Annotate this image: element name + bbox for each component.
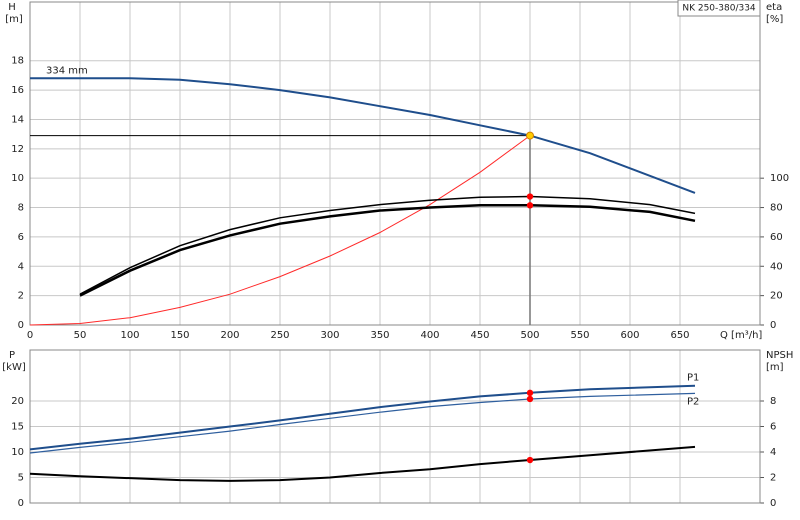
series-label: P1 [687, 373, 699, 384]
x-tick-label: 500 [520, 330, 539, 341]
plot-frame [29, 1, 761, 326]
series-line [79, 195, 696, 295]
y2-tick-label: 80 [770, 203, 783, 214]
title-box [677, 0, 761, 17]
duty-point [526, 131, 534, 140]
y-tick-label: 0 [18, 498, 24, 509]
y2-tick-label: 6 [770, 422, 776, 433]
operating-marker [526, 389, 534, 397]
operating-marker [526, 193, 534, 200]
y-tick-label: 14 [11, 114, 24, 125]
x-tick-label: 300 [320, 330, 339, 341]
x-tick-label: 0 [27, 330, 33, 341]
y2-axis-label: eta [766, 2, 782, 13]
y-tick-label: 10 [11, 447, 24, 458]
y2-axis-label: NPSH [766, 350, 793, 361]
y2-tick-label: 100 [770, 173, 789, 184]
x-tick-label: 600 [620, 330, 639, 341]
x-tick-label: 150 [170, 330, 189, 341]
y2-tick-label: 20 [770, 291, 783, 302]
series-line [30, 77, 696, 194]
y-tick-label: 10 [11, 173, 24, 184]
x-tick-label: 650 [670, 330, 689, 341]
x-tick-label: 400 [420, 330, 439, 341]
y-tick-label: 18 [11, 56, 24, 67]
x-tick-label: 200 [220, 330, 239, 341]
y2-tick-label: 4 [770, 447, 776, 458]
y-tick-label: 6 [18, 232, 24, 243]
y2-tick-label: 0 [770, 498, 776, 509]
y-axis-label: H [8, 2, 16, 13]
y-tick-label: 4 [18, 261, 24, 272]
y-tick-label: 2 [18, 291, 24, 302]
operating-marker [526, 202, 534, 209]
x-tick-label: 550 [570, 330, 589, 341]
y2-tick-label: 0 [770, 320, 776, 331]
series-line [29, 445, 696, 482]
y2-tick-label: 60 [770, 232, 783, 243]
y-tick-label: 8 [18, 203, 24, 214]
y2-tick-label: 2 [770, 473, 776, 484]
y2-axis-unit: [m] [766, 362, 784, 373]
y-axis-label: P [9, 350, 15, 361]
y2-axis-unit: [%] [766, 14, 783, 25]
y-tick-label: 5 [18, 473, 24, 484]
x-tick-label: 450 [470, 330, 489, 341]
y-tick-label: 0 [18, 320, 24, 331]
y2-tick-label: 8 [770, 396, 776, 407]
x-tick-label: 100 [120, 330, 139, 341]
series-label: P2 [687, 396, 699, 407]
operating-marker [526, 456, 534, 464]
x-tick-label: 50 [74, 330, 87, 341]
y-tick-label: 12 [11, 144, 24, 155]
x-axis-label: Q [m³/h] [720, 330, 762, 341]
operating-marker [526, 395, 534, 403]
y2-tick-label: 40 [770, 261, 783, 272]
y-axis-unit: [m] [5, 14, 23, 25]
y-tick-label: 16 [11, 85, 24, 96]
series-line [79, 204, 696, 297]
y-axis-unit: [kW] [2, 362, 26, 373]
plot-frame [29, 349, 761, 504]
chart-title: NK 250-380/334 [682, 4, 756, 14]
y-tick-label: 15 [11, 422, 24, 433]
y-tick-label: 20 [11, 396, 24, 407]
series-line [29, 135, 531, 326]
x-tick-label: 350 [370, 330, 389, 341]
x-tick-label: 250 [270, 330, 289, 341]
curve-annotation: 334 mm [46, 65, 88, 76]
